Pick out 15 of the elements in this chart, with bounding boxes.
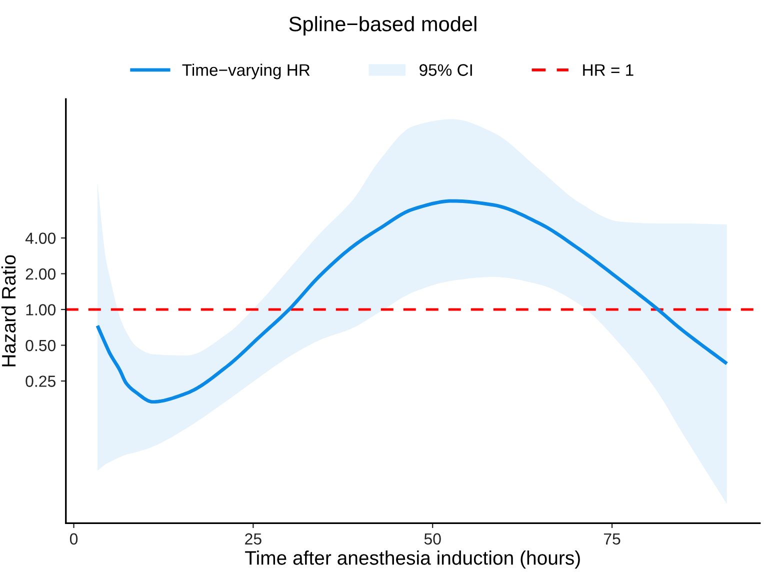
- legend-label: HR = 1: [583, 64, 634, 76]
- y-tick-label: 2.00: [26, 268, 56, 280]
- x-axis-title: Time after anesthesia induction (hours): [245, 550, 580, 569]
- legend-label: Time−varying HR: [182, 64, 310, 80]
- y-tick-label: 0.25: [26, 376, 56, 387]
- chart-title: Spline−based model: [289, 16, 476, 36]
- x-tick-label: 0: [70, 533, 78, 545]
- y-tick-label: 0.50: [26, 340, 56, 352]
- x-tick-label: 75: [604, 533, 620, 545]
- x-tick-label: 25: [245, 533, 262, 545]
- x-tick-label: 50: [424, 533, 441, 545]
- y-tick-label: 1.00: [26, 304, 56, 316]
- y-axis-title: Hazard Ratio: [1, 255, 16, 366]
- y-tick-label: 4.00: [25, 232, 56, 244]
- text: 95% CI: [420, 64, 472, 76]
